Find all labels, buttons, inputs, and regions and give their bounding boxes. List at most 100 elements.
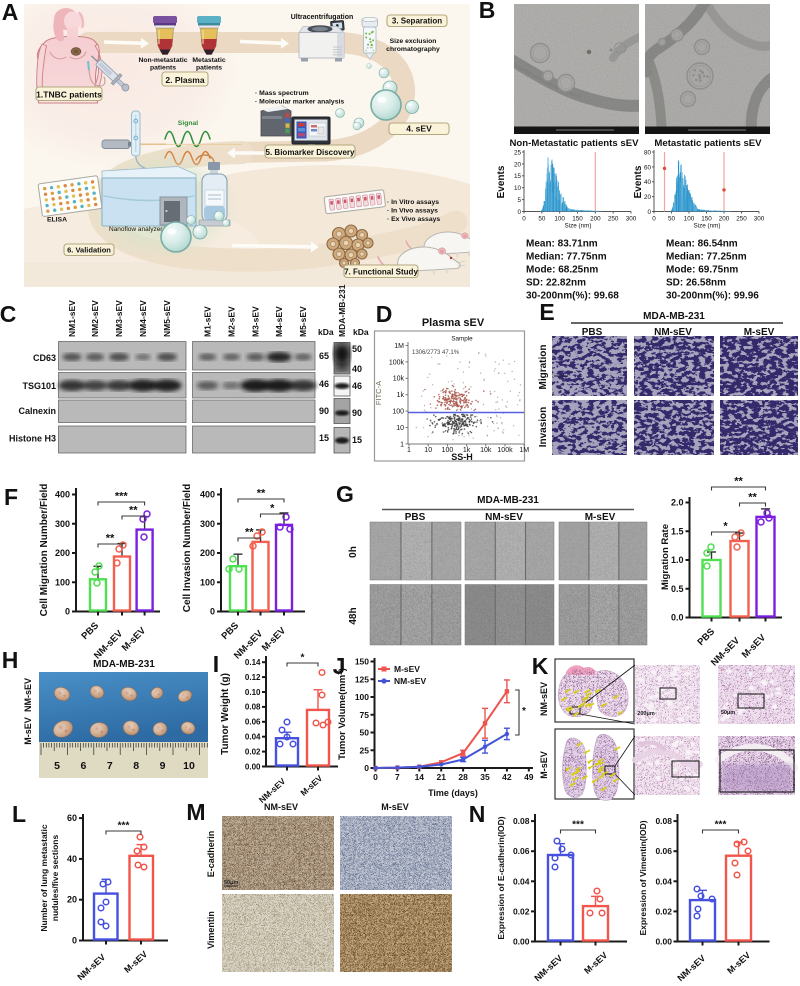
svg-text:kDa: kDa — [353, 327, 369, 337]
svg-text:65: 65 — [319, 351, 329, 361]
svg-text:200: 200 — [200, 548, 215, 558]
svg-text:NM-sEV: NM-sEV — [532, 953, 564, 983]
svg-text:M-sEV: M-sEV — [23, 717, 33, 745]
svg-text:**: ** — [245, 527, 254, 539]
svg-text:NM-sEV: NM-sEV — [264, 802, 298, 812]
svg-text:0.14: 0.14 — [245, 658, 261, 667]
svg-text:100: 100 — [55, 577, 70, 587]
svg-text:NM4-sEV: NM4-sEV — [138, 300, 148, 337]
svg-text:0.00: 0.00 — [513, 937, 530, 947]
svg-text:Time (days): Time (days) — [428, 788, 478, 798]
svg-text:200: 200 — [590, 216, 601, 223]
svg-text:M-sEV: M-sEV — [582, 950, 609, 976]
svg-text:2. Plasma: 2. Plasma — [165, 75, 204, 85]
svg-text:28: 28 — [458, 772, 468, 782]
svg-text:7: 7 — [395, 772, 400, 782]
svg-text:1.0: 1.0 — [671, 555, 684, 565]
svg-text:150: 150 — [572, 216, 583, 223]
svg-text:40: 40 — [644, 179, 652, 186]
svg-text:40: 40 — [352, 364, 362, 374]
svg-text:150: 150 — [355, 657, 369, 667]
svg-text:0: 0 — [522, 216, 526, 223]
svg-text:0.0: 0.0 — [671, 613, 684, 623]
svg-text:0.10: 0.10 — [245, 688, 261, 697]
svg-text:K: K — [532, 653, 549, 679]
svg-text:Plasma sEV: Plasma sEV — [422, 317, 485, 329]
svg-text:PBS: PBS — [220, 620, 242, 642]
svg-text:M-sEV: M-sEV — [539, 751, 549, 779]
svg-text:*: * — [301, 653, 305, 664]
svg-text:ELISA: ELISA — [47, 217, 67, 224]
svg-text:J: J — [333, 653, 346, 679]
svg-text:M-sEV: M-sEV — [381, 802, 409, 812]
svg-text:60: 60 — [644, 164, 652, 171]
svg-text:Cell Invasion Number/Field: Cell Invasion Number/Field — [182, 484, 193, 612]
svg-text:1M: 1M — [519, 447, 529, 454]
svg-text:Metastatic patients sEV: Metastatic patients sEV — [654, 138, 762, 149]
svg-text:0: 0 — [373, 772, 378, 782]
svg-text:M-sEV: M-sEV — [260, 625, 289, 654]
svg-text:L: L — [12, 801, 26, 827]
svg-text:PBS: PBS — [696, 626, 718, 648]
svg-text:PBS: PBS — [405, 512, 426, 523]
svg-text:0.00: 0.00 — [655, 937, 672, 947]
svg-text:150: 150 — [701, 216, 712, 223]
svg-text:M-sEV: M-sEV — [725, 950, 752, 976]
svg-text:CD63: CD63 — [33, 353, 56, 363]
svg-text:**: ** — [748, 492, 757, 504]
svg-text:***: *** — [715, 820, 727, 831]
svg-text:0.08: 0.08 — [655, 816, 672, 826]
svg-text:5: 5 — [54, 760, 60, 772]
svg-text:6. Validation: 6. Validation — [67, 246, 111, 255]
svg-text:2.0: 2.0 — [671, 498, 684, 508]
svg-text:35: 35 — [480, 772, 490, 782]
svg-text:10: 10 — [396, 425, 404, 432]
svg-text:patients: patients — [150, 65, 176, 72]
svg-text:Calnexin: Calnexin — [18, 406, 56, 416]
svg-text:10: 10 — [424, 447, 432, 454]
svg-text:M-sEV: M-sEV — [298, 773, 324, 798]
svg-text:Histone H3: Histone H3 — [9, 434, 56, 444]
svg-text:100: 100 — [200, 577, 215, 587]
svg-text:SD: 26.58nm: SD: 26.58nm — [666, 278, 726, 289]
svg-text:50μm: 50μm — [721, 710, 735, 716]
svg-text:NM-sEV: NM-sEV — [23, 678, 33, 712]
svg-text:· Ex Vivo assays: · Ex Vivo assays — [387, 216, 440, 223]
svg-text:9: 9 — [160, 760, 166, 772]
svg-text:M2-sEV: M2-sEV — [227, 306, 237, 337]
svg-text:M5-sEV: M5-sEV — [298, 306, 308, 337]
svg-text:10: 10 — [183, 760, 195, 772]
svg-text:nudules/five sections: nudules/five sections — [50, 835, 60, 922]
svg-text:Tumor Volume(mm3): Tumor Volume(mm3) — [337, 668, 349, 760]
svg-text:**: ** — [129, 505, 138, 517]
svg-text:Invasion: Invasion — [538, 407, 549, 448]
svg-text:21: 21 — [436, 772, 446, 782]
svg-text:M-sEV: M-sEV — [744, 327, 775, 338]
svg-text:1k: 1k — [397, 392, 405, 399]
svg-text:1M: 1M — [394, 343, 404, 350]
svg-text:Non-metastatic: Non-metastatic — [138, 57, 187, 64]
svg-text:10k: 10k — [393, 376, 405, 383]
svg-text:M: M — [186, 799, 205, 825]
svg-text:*: * — [270, 503, 275, 515]
svg-text:MDA-MB-231: MDA-MB-231 — [477, 495, 539, 506]
svg-text:0: 0 — [210, 607, 215, 617]
svg-text:SD: 22.82nm: SD: 22.82nm — [526, 278, 586, 289]
svg-text:0.04: 0.04 — [513, 876, 530, 886]
svg-text:Expression of Vimentin(IOD): Expression of Vimentin(IOD) — [638, 820, 648, 935]
svg-text:0.08: 0.08 — [513, 816, 530, 826]
svg-text:M-sEV: M-sEV — [585, 512, 616, 523]
svg-text:100k: 100k — [389, 359, 405, 366]
svg-text:0.02: 0.02 — [655, 906, 672, 916]
svg-text:M-sEV: M-sEV — [122, 949, 149, 975]
svg-text:N: N — [469, 801, 486, 827]
svg-text:90: 90 — [352, 408, 362, 418]
svg-text:NM-sEV: NM-sEV — [709, 635, 743, 669]
svg-text:8: 8 — [133, 760, 139, 772]
svg-text:100: 100 — [355, 692, 369, 702]
svg-text:0.06: 0.06 — [513, 846, 530, 856]
svg-text:NM3-sEV: NM3-sEV — [114, 300, 124, 337]
svg-text:5. Biomarker Discovery: 5. Biomarker Discovery — [266, 148, 355, 157]
svg-text:G: G — [336, 481, 354, 507]
svg-text:M4-sEV: M4-sEV — [274, 306, 284, 337]
